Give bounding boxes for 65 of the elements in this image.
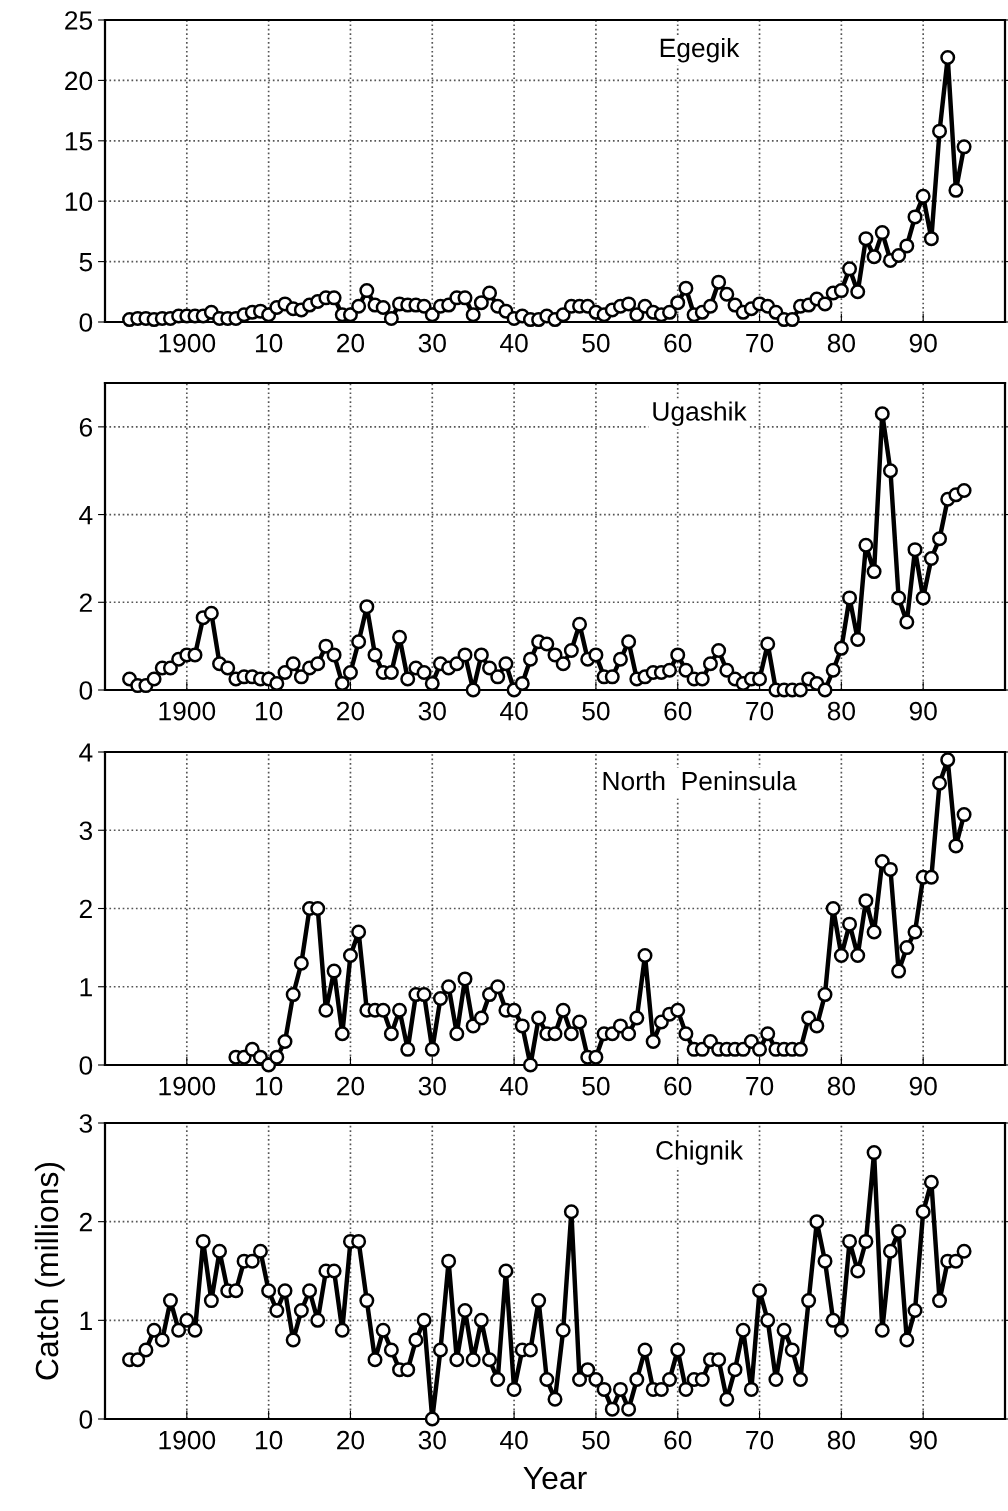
- y-tick-label: 3: [79, 1114, 93, 1133]
- y-tick-label: 5: [79, 253, 93, 272]
- x-tick-label: 40: [500, 333, 528, 353]
- x-tick-label: 1900: [159, 333, 216, 353]
- x-tick-label: 60: [664, 1430, 692, 1450]
- y-tick-label: 6: [79, 417, 93, 437]
- y-tick-label: 0: [79, 1056, 93, 1075]
- x-tick-label: 30: [418, 1076, 446, 1096]
- x-tick-label: 70: [746, 1076, 774, 1096]
- x-tick-label: 90: [909, 1076, 937, 1096]
- y-tick-label: 2: [79, 899, 92, 919]
- x-tick-label: 50: [582, 701, 610, 721]
- x-tick-label: 20: [337, 701, 365, 721]
- x-tick-label: 80: [827, 1076, 856, 1096]
- x-tick-label: 80: [827, 333, 856, 353]
- x-tick-label: 90: [909, 333, 937, 353]
- x-tick-label: 10: [255, 333, 283, 353]
- x-tick-label: 70: [746, 1430, 774, 1450]
- y-tick-label: 0: [79, 681, 93, 700]
- text: Chignik: [656, 1140, 744, 1165]
- y-tick-label: 10: [65, 192, 93, 212]
- y-tick-label: 2: [79, 593, 92, 612]
- y-axis-title: Catch (millions): [34, 1162, 65, 1380]
- x-tick-label: 50: [582, 1430, 610, 1450]
- y-tick-label: 0: [79, 313, 93, 332]
- x-tick-label: 1900: [159, 1076, 216, 1096]
- x-tick-label: 10: [255, 701, 283, 721]
- x-tick-label: 10: [255, 1430, 283, 1450]
- x-tick-label: 40: [500, 1430, 528, 1450]
- x-tick-label: 80: [827, 1430, 856, 1450]
- x-tick-label: 70: [746, 333, 774, 353]
- text: Ugashik: [653, 401, 747, 426]
- y-tick-label: 0: [79, 1410, 93, 1429]
- y-tick-label: 2: [79, 1212, 92, 1232]
- x-tick-label: 20: [337, 1076, 365, 1096]
- x-tick-label: 30: [418, 701, 446, 721]
- x-tick-label: 40: [500, 1076, 528, 1096]
- x-tick-label: 30: [418, 1430, 446, 1450]
- x-tick-label: 70: [746, 701, 774, 721]
- x-tick-label: 90: [909, 1430, 937, 1450]
- y-tick-label: 25: [65, 11, 93, 30]
- x-tick-label: 20: [337, 1430, 365, 1450]
- text: North Peninsula: [603, 771, 797, 791]
- y-tick-label: 3: [79, 821, 93, 841]
- x-tick-label: 40: [500, 701, 528, 721]
- x-axis-title: Year: [523, 1466, 587, 1490]
- x-tick-label: 50: [582, 1076, 610, 1096]
- x-tick-label: 10: [255, 1076, 283, 1096]
- x-tick-label: 80: [827, 701, 856, 721]
- x-tick-label: 60: [664, 701, 692, 721]
- x-tick-label: 50: [582, 333, 610, 353]
- y-tick-label: 20: [65, 71, 93, 91]
- x-tick-label: 20: [337, 333, 365, 353]
- x-tick-label: 60: [664, 333, 692, 353]
- x-tick-label: 1900: [159, 701, 216, 721]
- text: Egegik: [660, 37, 740, 63]
- x-tick-label: 60: [664, 1076, 692, 1096]
- y-tick-label: 1: [80, 1311, 92, 1330]
- x-tick-label: 90: [909, 701, 937, 721]
- y-tick-label: 15: [65, 132, 93, 151]
- x-tick-label: 1900: [159, 1430, 216, 1450]
- y-tick-label: 4: [79, 743, 93, 762]
- x-tick-label: 30: [418, 333, 446, 353]
- y-tick-label: 1: [80, 978, 92, 997]
- y-tick-label: 4: [79, 505, 93, 525]
